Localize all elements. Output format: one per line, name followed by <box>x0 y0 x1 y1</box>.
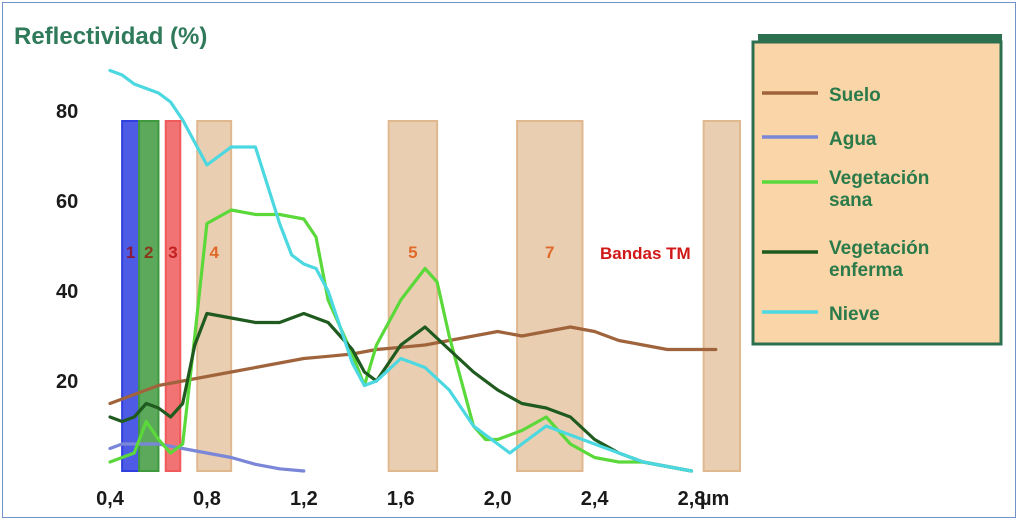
x-tick-label: 1,2 <box>290 488 318 510</box>
x-tick-label: 2,4 <box>581 488 610 510</box>
legend-label: Suelo <box>829 85 881 106</box>
series-line-0 <box>108 325 718 406</box>
series-line-4 <box>108 68 694 473</box>
band-label-3: 3 <box>168 243 177 262</box>
y-tick-label: 80 <box>56 101 78 123</box>
series-line-3 <box>108 311 694 473</box>
x-axis-unit: µm <box>700 488 729 510</box>
bands-layer <box>121 120 742 472</box>
y-tick-label: 60 <box>56 191 78 213</box>
legend-label: Vegetación <box>829 168 929 189</box>
band-3 <box>164 120 182 472</box>
legend-label: enferma <box>829 260 903 281</box>
x-tick-label: 2,8 <box>678 488 706 510</box>
series-layer <box>108 68 718 473</box>
band-label-7: 7 <box>545 243 554 262</box>
band-label-5: 5 <box>408 243 417 262</box>
series-line-1 <box>108 442 306 473</box>
band-7 <box>516 120 584 472</box>
x-tick-label: 0,4 <box>96 488 125 510</box>
y-tick-label: 40 <box>56 281 78 303</box>
x-tick-label: 0,8 <box>193 488 221 510</box>
bandas-tm-label: Bandas TM <box>600 244 691 263</box>
y-ticks: 80 60 40 20 <box>56 101 78 393</box>
x-tick-label: 2,0 <box>484 488 512 510</box>
band-2 <box>138 120 160 472</box>
y-tick-label: 20 <box>56 371 78 393</box>
band-label-2: 2 <box>144 243 153 262</box>
legend-label: Agua <box>829 129 877 150</box>
x-tick-label: 1,6 <box>387 488 415 510</box>
band-5 <box>387 120 439 472</box>
legend-label: Vegetación <box>829 238 929 259</box>
y-axis-title: Reflectividad (%) <box>14 23 207 50</box>
x-ticks: 0,4 0,8 1,2 1,6 2,0 2,4 2,8 <box>96 488 705 510</box>
band-label-1: 1 <box>126 243 135 262</box>
band-4 <box>196 120 233 472</box>
band-extra <box>702 120 742 472</box>
legend-label: sana <box>829 190 873 211</box>
band-label-4: 4 <box>209 243 219 262</box>
legend-label: Nieve <box>829 304 880 325</box>
